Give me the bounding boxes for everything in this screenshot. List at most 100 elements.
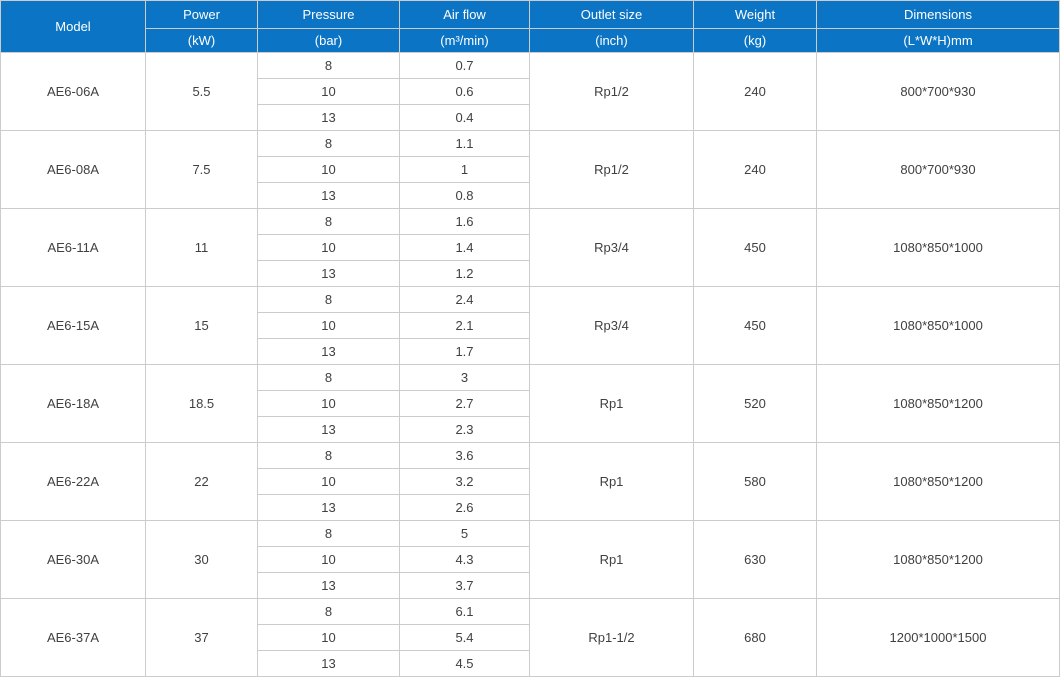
weight-cell: 450 (693, 286, 817, 365)
pressure-cell: 10 (257, 156, 400, 183)
col-header-weight: Weight (693, 0, 817, 29)
outlet-size-cell: Rp1 (529, 442, 694, 521)
pressure-cell: 13 (257, 416, 400, 443)
table-row: 10 0.6 (1, 78, 1060, 105)
weight-cell: 520 (693, 364, 817, 443)
airflow-cell: 3.7 (399, 572, 530, 599)
weight-cell: 240 (693, 130, 817, 209)
pressure-cell: 8 (257, 598, 400, 625)
pressure-cell: 13 (257, 338, 400, 365)
table-row: 10 1 (1, 156, 1060, 183)
spec-table-body: AE6-06A 5.5 8 0.7 Rp1/2 240 800*700*930 10 0.6 13… (0, 52, 1060, 677)
pressure-cell: 13 (257, 650, 400, 677)
table-row: AE6-11A 11 8 1.6 Rp3/4 450 1080*850*1000 (0, 208, 1060, 287)
airflow-cell: 0.6 (399, 78, 530, 105)
model-cell: AE6-22A (0, 442, 146, 521)
power-cell: 15 (145, 286, 258, 365)
pressure-cell: 13 (257, 182, 400, 209)
outlet-size-cell: Rp1-1/2 (529, 598, 694, 677)
airflow-cell: 1.1 (399, 130, 530, 157)
power-cell: 5.5 (145, 52, 258, 131)
model-cell: AE6-18A (0, 364, 146, 443)
airflow-cell: 4.3 (399, 546, 530, 573)
col-unit-dimensions: (L*W*H)mm (816, 28, 1060, 53)
pressure-cell: 8 (257, 286, 400, 313)
airflow-cell: 3.2 (399, 468, 530, 495)
airflow-cell: 4.5 (399, 650, 530, 677)
pressure-cell: 8 (257, 52, 400, 79)
col-header-dimensions: Dimensions (816, 0, 1060, 29)
airflow-cell: 2.7 (399, 390, 530, 417)
table-row: AE6-37A 37 8 6.1 Rp1-1/2 680 1200*1000*1500 (0, 598, 1060, 677)
table-row: 13 1.2 (1, 260, 1060, 287)
col-header-outlet-size: Outlet size (529, 0, 694, 29)
model-cell: AE6-15A (0, 286, 146, 365)
airflow-cell: 0.7 (399, 52, 530, 79)
table-row: 10 3.2 (1, 468, 1060, 495)
col-header-airflow: Air flow (399, 0, 530, 29)
airflow-cell: 1.7 (399, 338, 530, 365)
pressure-cell: 10 (257, 234, 400, 261)
weight-cell: 680 (693, 598, 817, 677)
col-header-power: Power (145, 0, 258, 29)
pressure-cell: 10 (257, 468, 400, 495)
pressure-cell: 8 (257, 130, 400, 157)
table-row: 13 4.5 (1, 650, 1060, 677)
pressure-cell: 13 (257, 104, 400, 131)
table-row: 10 4.3 (1, 546, 1060, 573)
airflow-cell: 2.6 (399, 494, 530, 521)
table-row: 13 2.6 (1, 494, 1060, 521)
power-cell: 37 (145, 598, 258, 677)
airflow-cell: 2.1 (399, 312, 530, 339)
airflow-cell: 5.4 (399, 624, 530, 651)
dimensions-cell: 1200*1000*1500 (816, 598, 1060, 677)
spec-table-header: Model Power Pressure Air flow Outlet siz… (0, 0, 1060, 53)
airflow-cell: 2.4 (399, 286, 530, 313)
weight-cell: 630 (693, 520, 817, 599)
power-cell: 22 (145, 442, 258, 521)
outlet-size-cell: Rp1 (529, 520, 694, 599)
power-cell: 7.5 (145, 130, 258, 209)
outlet-size-cell: Rp3/4 (529, 286, 694, 365)
dimensions-cell: 1080*850*1000 (816, 286, 1060, 365)
model-cell: AE6-37A (0, 598, 146, 677)
airflow-cell: 0.8 (399, 182, 530, 209)
model-cell: AE6-30A (0, 520, 146, 599)
pressure-cell: 10 (257, 78, 400, 105)
dimensions-cell: 1080*850*1200 (816, 520, 1060, 599)
col-header-model: Model (0, 0, 146, 53)
pressure-cell: 13 (257, 572, 400, 599)
airflow-cell: 6.1 (399, 598, 530, 625)
model-cell: AE6-06A (0, 52, 146, 131)
power-cell: 30 (145, 520, 258, 599)
power-cell: 11 (145, 208, 258, 287)
dimensions-cell: 800*700*930 (816, 52, 1060, 131)
pressure-cell: 13 (257, 260, 400, 287)
table-row: 13 0.8 (1, 182, 1060, 209)
airflow-cell: 1.4 (399, 234, 530, 261)
airflow-cell: 5 (399, 520, 530, 547)
table-row: AE6-22A 22 8 3.6 Rp1 580 1080*850*1200 (0, 442, 1060, 521)
table-row: 13 2.3 (1, 416, 1060, 443)
airflow-cell: 3.6 (399, 442, 530, 469)
header-row-labels: Model Power Pressure Air flow Outlet siz… (0, 0, 1060, 53)
pressure-cell: 8 (257, 520, 400, 547)
table-row: AE6-18A 18.5 8 3 Rp1 520 1080*850*1200 (0, 364, 1060, 443)
pressure-cell: 10 (257, 390, 400, 417)
outlet-size-cell: Rp1/2 (529, 52, 694, 131)
power-cell: 18.5 (145, 364, 258, 443)
col-unit-power: (kW) (145, 28, 258, 53)
airflow-cell: 1 (399, 156, 530, 183)
weight-cell: 450 (693, 208, 817, 287)
model-cell: AE6-08A (0, 130, 146, 209)
col-unit-airflow: (m³/min) (399, 28, 530, 53)
dimensions-cell: 800*700*930 (816, 130, 1060, 209)
col-header-pressure: Pressure (257, 0, 400, 29)
dimensions-cell: 1080*850*1200 (816, 364, 1060, 443)
table-row: 10 5.4 (1, 624, 1060, 651)
header-row-units: (kW) (bar) (m³/min) (inch) (kg) (L*W*H)m… (1, 28, 1060, 53)
table-row: 10 2.7 (1, 390, 1060, 417)
pressure-cell: 10 (257, 312, 400, 339)
